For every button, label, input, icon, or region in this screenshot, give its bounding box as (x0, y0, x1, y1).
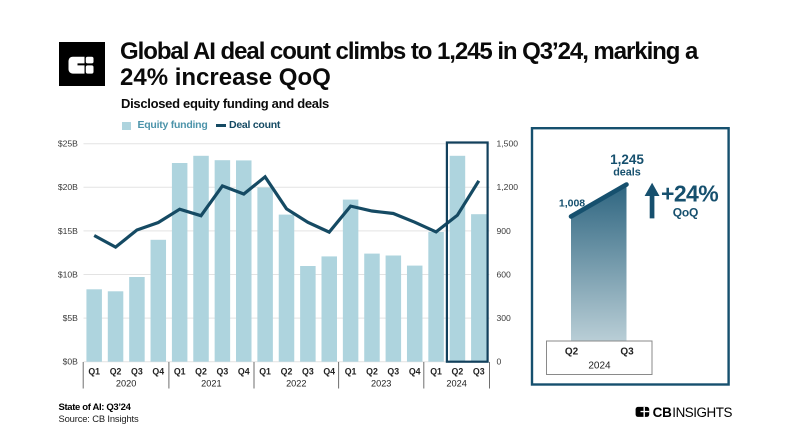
svg-text:Q2: Q2 (565, 347, 579, 358)
svg-text:Q2: Q2 (281, 367, 293, 377)
svg-text:2024: 2024 (446, 378, 466, 388)
svg-text:$15B: $15B (58, 226, 78, 236)
svg-text:600: 600 (497, 269, 512, 279)
svg-text:$0B: $0B (63, 357, 79, 367)
svg-text:Q2: Q2 (452, 367, 464, 377)
svg-text:Q3: Q3 (387, 367, 399, 377)
svg-text:1,200: 1,200 (497, 182, 519, 192)
svg-text:INSIGHTS: INSIGHTS (672, 405, 732, 420)
svg-text:Q3: Q3 (302, 367, 314, 377)
svg-text:Q2: Q2 (195, 367, 207, 377)
svg-text:$25B: $25B (58, 139, 78, 149)
svg-text:Q4: Q4 (152, 367, 164, 377)
svg-text:QoQ: QoQ (673, 205, 698, 219)
svg-text:1,008: 1,008 (559, 198, 585, 210)
svg-text:300: 300 (497, 313, 512, 323)
svg-text:Q1: Q1 (345, 367, 357, 377)
svg-text:$10B: $10B (58, 269, 78, 279)
svg-text:1,500: 1,500 (497, 139, 519, 149)
svg-text:Q1: Q1 (88, 367, 100, 377)
svg-text:Q2: Q2 (110, 367, 122, 377)
svg-text:Q2: Q2 (366, 367, 378, 377)
svg-text:Q3: Q3 (620, 347, 634, 358)
svg-text:Q1: Q1 (174, 367, 186, 377)
svg-text:2023: 2023 (371, 378, 391, 388)
svg-text:Q3: Q3 (131, 367, 143, 377)
svg-text:0: 0 (497, 357, 502, 367)
svg-text:Q3: Q3 (473, 367, 485, 377)
svg-text:Q4: Q4 (238, 367, 250, 377)
svg-text:$20B: $20B (58, 182, 78, 192)
svg-text:Q4: Q4 (409, 367, 421, 377)
svg-text:+24%: +24% (661, 180, 718, 206)
svg-text:$5B: $5B (63, 313, 79, 323)
svg-text:2020: 2020 (116, 378, 136, 388)
svg-text:deals: deals (613, 167, 641, 179)
svg-text:2021: 2021 (201, 378, 221, 388)
svg-text:900: 900 (497, 226, 512, 236)
svg-text:Q4: Q4 (323, 367, 335, 377)
svg-text:CB: CB (653, 405, 672, 420)
svg-text:1,245: 1,245 (610, 152, 644, 167)
svg-text:2022: 2022 (286, 378, 306, 388)
svg-text:2024: 2024 (588, 361, 611, 372)
svg-text:Q3: Q3 (217, 367, 229, 377)
svg-text:Q1: Q1 (259, 367, 271, 377)
svg-text:Q1: Q1 (430, 367, 442, 377)
